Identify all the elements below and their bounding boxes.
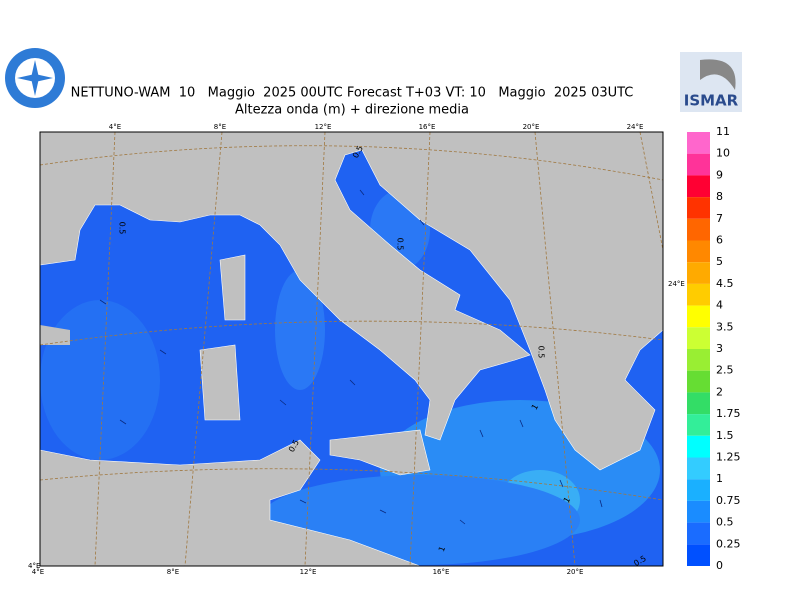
colorbar-label: 2.5	[716, 364, 734, 377]
contour-label: 0.5	[537, 346, 546, 359]
colorbar-label: 3.5	[716, 320, 734, 333]
colorbar-label: 7	[716, 212, 723, 225]
lon-label: 16°E	[419, 123, 436, 131]
colorbar-swatch	[687, 218, 710, 241]
lon-label: 8°E	[214, 123, 226, 131]
logo-left	[5, 48, 65, 108]
lon-label: 20°E	[523, 123, 540, 131]
lon-label: 16°E	[433, 568, 450, 576]
colorbar-label: 5	[716, 255, 723, 268]
colorbar-swatch	[687, 349, 710, 371]
logo-right: ISMAR	[680, 52, 742, 112]
lon-label: 20°E	[567, 568, 584, 576]
colorbar-swatch	[687, 327, 710, 349]
lon-label: 24°E	[627, 123, 644, 131]
colorbar-label: 2	[716, 385, 723, 398]
colorbar-label: 3	[716, 342, 723, 355]
colorbar-swatch	[687, 153, 710, 176]
lon-label: 4°E	[109, 123, 121, 131]
colorbar-swatch	[687, 370, 710, 393]
colorbar-swatch	[687, 435, 710, 458]
contour-label: 1	[530, 403, 540, 412]
colorbar-label: 6	[716, 234, 723, 247]
colorbar-label: 4	[716, 299, 723, 312]
colorbar-label: 9	[716, 168, 723, 181]
contour-label: 0.5	[118, 222, 127, 235]
lon-label: 4°E	[32, 568, 44, 576]
colorbar-swatch	[687, 392, 710, 415]
colorbar-label: 1.75	[716, 407, 741, 420]
lon-label: 8°E	[167, 568, 179, 576]
colorbar-swatch	[687, 175, 710, 198]
colorbar-label: 1	[716, 472, 723, 485]
colorbar-label: 0.25	[716, 537, 741, 550]
colorbar-swatch	[687, 240, 710, 263]
contour-label: 1	[562, 496, 572, 505]
colorbar-label: 4.5	[716, 277, 734, 290]
side-lon-label: 24°E	[668, 280, 685, 288]
colorbar-label: 1.5	[716, 429, 734, 442]
colorbar-label: 1.25	[716, 451, 741, 464]
lon-label: 12°E	[315, 123, 332, 131]
map	[39, 131, 664, 567]
colorbar-swatch	[687, 283, 710, 306]
contour-label: 0.5	[396, 238, 405, 251]
colorbar-label: 8	[716, 190, 723, 203]
colorbar-swatch	[687, 132, 710, 154]
colorbar-swatch	[687, 500, 710, 523]
logo-text: ISMAR	[684, 92, 739, 110]
colorbar-swatch	[687, 544, 710, 566]
colorbar-label: 0	[716, 559, 723, 572]
title: NETTUNO-WAM 10 Maggio 2025 00UTC Forecas…	[71, 86, 634, 101]
colorbar-label: 0.75	[716, 494, 741, 507]
corner-lon-label: 4°E	[28, 562, 40, 570]
colorbar-swatch	[687, 522, 710, 545]
colorbar-label: 11	[716, 125, 730, 138]
colorbar-swatch	[687, 262, 710, 284]
lon-label: 12°E	[300, 568, 317, 576]
colorbar-swatch	[687, 457, 710, 480]
colorbar-swatch	[687, 479, 710, 501]
colorbar-label: 0.5	[716, 516, 734, 529]
colorbar-label: 10	[716, 147, 730, 160]
colorbar-swatch	[687, 414, 710, 436]
colorbar-swatch	[687, 197, 710, 219]
colorbar-swatch	[687, 305, 710, 328]
subtitle: Altezza onda (m) + direzione media	[235, 103, 469, 118]
contour-label: 1	[437, 545, 447, 553]
